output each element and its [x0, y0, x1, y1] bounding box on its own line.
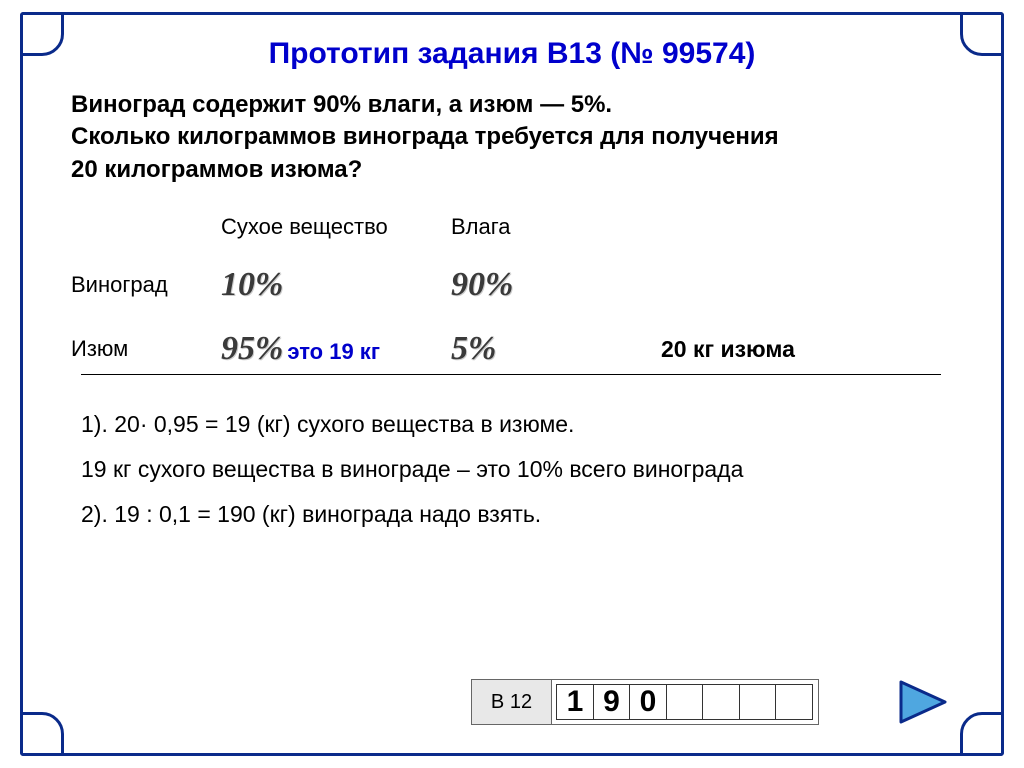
corner-tr	[960, 12, 1004, 56]
solution-step-2: 19 кг сухого вещества в винограде – это …	[81, 456, 953, 483]
answer-cell-6[interactable]	[775, 684, 813, 720]
row-raisin-label: Изюм	[71, 336, 221, 362]
corner-bl	[20, 712, 64, 756]
answer-cell-0[interactable]: 1	[556, 684, 594, 720]
slide-content: Прототип задания B13 (№ 99574) Виноград …	[71, 37, 953, 733]
grape-moisture-pct: 90%	[451, 266, 661, 304]
data-table: Сухое вещество Влага Виноград 10% 90% Из…	[71, 214, 953, 368]
answer-cell-5[interactable]	[739, 684, 777, 720]
answer-cell-2[interactable]: 0	[629, 684, 667, 720]
corner-tl	[20, 12, 64, 56]
raisin-right-note: 20 кг изюма	[661, 336, 953, 363]
problem-line-1: Виноград содержит 90% влаги, а изюм — 5%…	[71, 89, 953, 121]
problem-text: Виноград содержит 90% влаги, а изюм — 5%…	[71, 89, 953, 186]
solution-step-3: 2). 19 : 0,1 = 190 (кг) винограда надо в…	[81, 501, 953, 528]
grape-dry-pct: 10%	[221, 266, 451, 304]
header-moisture: Влага	[451, 214, 661, 240]
raisin-dry-cell: 95% это 19 кг	[221, 330, 451, 368]
header-dry: Сухое вещество	[221, 214, 451, 240]
divider-line	[81, 374, 941, 375]
problem-line-3: 20 килограммов изюма?	[71, 154, 953, 186]
slide-title: Прототип задания B13 (№ 99574)	[71, 37, 953, 71]
raisin-dry-pct: 95%	[221, 330, 283, 368]
raisin-moisture-pct: 5%	[451, 330, 661, 368]
solution-step-1: 1). 20· 0,95 = 19 (кг) сухого вещества в…	[81, 411, 953, 438]
problem-line-2: Сколько килограммов винограда требуется …	[71, 121, 953, 153]
answer-cell-1[interactable]: 9	[593, 684, 631, 720]
row-grape-label: Виноград	[71, 272, 221, 298]
next-button[interactable]	[895, 677, 951, 727]
answer-cells: 1 9 0	[552, 680, 818, 724]
decorative-frame: Прототип задания B13 (№ 99574) Виноград …	[20, 12, 1004, 756]
answer-box: В 12 1 9 0	[471, 679, 819, 725]
raisin-dry-note: это 19 кг	[287, 339, 380, 365]
answer-cell-3[interactable]	[666, 684, 704, 720]
corner-br	[960, 712, 1004, 756]
answer-cell-4[interactable]	[702, 684, 740, 720]
play-icon	[895, 677, 951, 727]
answer-label: В 12	[472, 680, 552, 724]
